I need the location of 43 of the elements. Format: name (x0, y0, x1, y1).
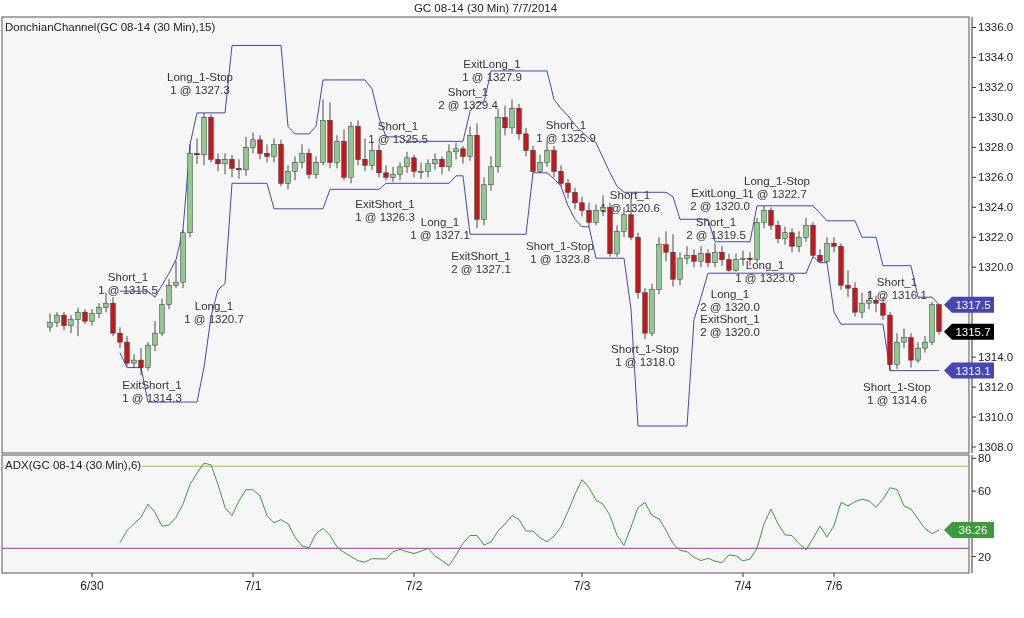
annotation: ExitShort_1 1 @ 1326.3 (355, 197, 415, 223)
y-tick-label: 1312.0 (978, 381, 1014, 394)
chart-subtitle: DonchianChannel(GC 08-14 (30 Min),15) (5, 21, 216, 33)
annotation: ExitShort_1 2 @ 1320.0 (700, 312, 760, 338)
annotation: Long_1 1 @ 1323.0 (735, 258, 795, 284)
y-tick-label: 1334.0 (978, 51, 1014, 64)
chart-title: GC 08-14 (30 Min) 7/7/2014 (413, 2, 558, 14)
y-tick-label: 1330.0 (978, 111, 1014, 124)
data-label: 36.26 (958, 523, 988, 536)
y-tick-label: 1322.0 (978, 231, 1014, 244)
annotation: Short_1-Stop 1 @ 1314.6 (863, 380, 931, 406)
x-tick-label: 7/3 (573, 579, 591, 593)
y-tick-label: 20 (978, 550, 991, 563)
text: 1315.7 (955, 325, 991, 338)
x-tick-label: 7/1 (244, 579, 262, 593)
y-tick-label: 1332.0 (978, 81, 1014, 94)
annotation: ExitLong_1 1 @ 1327.9 (462, 57, 522, 83)
y-tick-label: 1326.0 (978, 171, 1014, 184)
annotation: Long_1 2 @ 1320.0 (700, 287, 760, 313)
annotation: ExitShort_1 1 @ 1314.3 (122, 378, 182, 404)
y-tick-label: 1314.0 (978, 351, 1014, 364)
y-tick-label: 1310.0 (978, 411, 1014, 424)
y-tick-label: 1328.0 (978, 141, 1014, 154)
x-tick-label: 7/6 (825, 579, 843, 593)
data-label: 1313.1 (955, 364, 991, 377)
y-tick-label: 60 (978, 485, 991, 498)
x-tick-label: 7/2 (405, 579, 423, 593)
y-tick-label: 1308.0 (978, 441, 1014, 454)
annotation: Short_1-Stop 1 @ 1323.8 (526, 239, 594, 265)
annotation: Short_1 2 @ 1319.5 (686, 215, 746, 241)
data-label: 1317.5 (955, 298, 991, 311)
annotation: Short_1 1 @ 1325.9 (536, 118, 596, 144)
x-tick-label: 7/4 (734, 579, 752, 593)
annotation: Short_1 2 @ 1329.4 (438, 85, 499, 111)
y-tick-label: 1336.0 (978, 21, 1014, 34)
y-tick-label: 1320.0 (978, 261, 1014, 274)
annotation: Long_1-Stop 1 @ 1327.3 (167, 70, 233, 96)
annotation: ExitShort_1 2 @ 1327.1 (451, 249, 511, 275)
y-tick-label: 80 (978, 452, 991, 465)
y-tick-label: 1324.0 (978, 201, 1014, 214)
annotation: Long_1 1 @ 1320.7 (184, 299, 244, 325)
x-tick-label: 6/30 (80, 579, 104, 593)
annotation: Short_1 1 @ 1316.1 (867, 275, 927, 301)
